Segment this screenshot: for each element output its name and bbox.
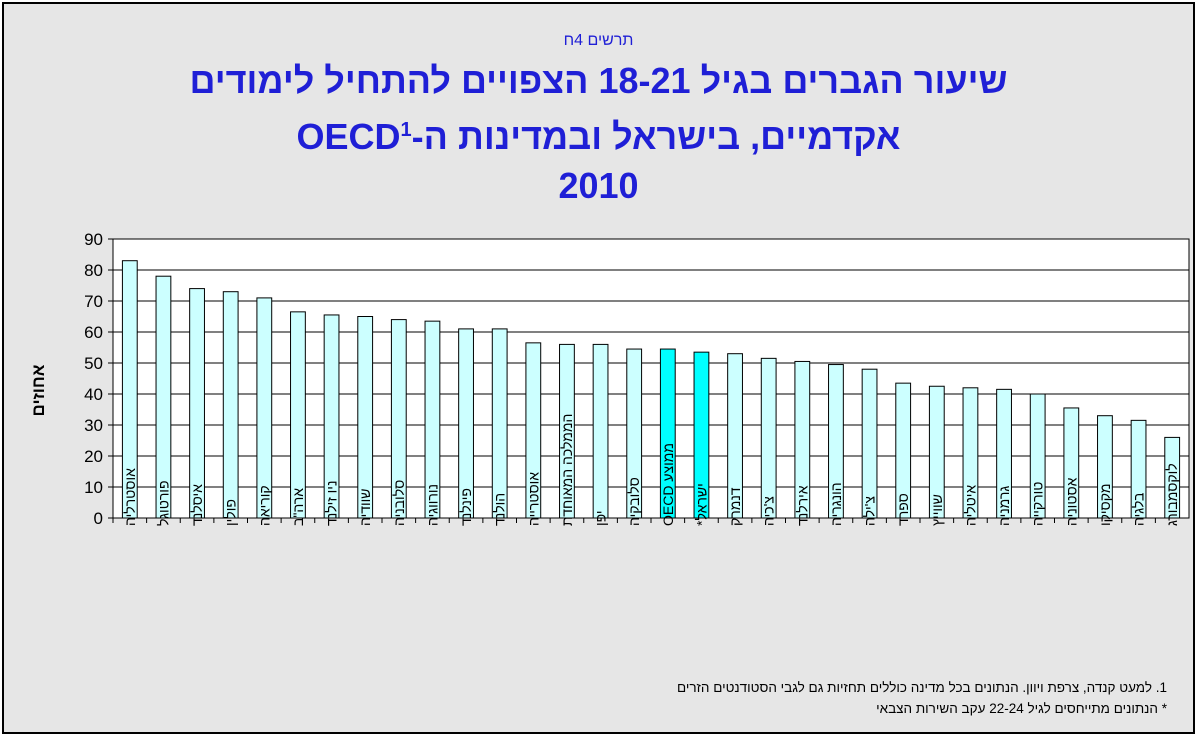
x-tick-label: ניו זילנד: [324, 481, 340, 526]
x-tick-label: נורווגיה: [424, 484, 440, 526]
x-tick-label: צ'ילה: [862, 496, 878, 526]
chart-title-year: 2010: [558, 165, 639, 206]
y-tick-label: 10: [84, 478, 103, 497]
bar: [592, 343, 609, 519]
x-tick-label: לוקסמבורג: [1164, 463, 1180, 526]
x-tick-label: אירלנד: [794, 485, 810, 526]
x-tick-label: ממוצע OECD: [660, 443, 676, 526]
bar: [1063, 407, 1080, 519]
x-tick-label: פינלנד: [458, 488, 474, 526]
bar: [1164, 436, 1181, 519]
y-tick-label: 80: [84, 261, 103, 280]
y-tick-label: 40: [84, 385, 103, 404]
bar: [895, 382, 912, 519]
bar: [996, 388, 1012, 519]
bar: [357, 316, 374, 519]
bar: [1029, 393, 1046, 519]
chart-title-line2-text: אקדמיים, בישראל ובמדינות ה-OECD: [296, 116, 901, 157]
bar: [962, 387, 979, 519]
x-tick-label: הונגריה: [828, 482, 844, 526]
bar: [424, 320, 441, 519]
bar: [559, 343, 575, 519]
bar: [189, 288, 205, 519]
footnote-2: * הנתונים מתייחסים לגיל 22-24 עקב השירות…: [876, 701, 1167, 716]
bar: [121, 260, 138, 519]
figure-label: תרשים 4ח: [563, 32, 634, 49]
bar: [222, 291, 239, 519]
x-tick-label: שוודיה: [357, 489, 373, 526]
y-tick-label: 90: [84, 230, 103, 249]
x-tick-label: דנמרק: [727, 487, 743, 526]
bar: [491, 328, 508, 519]
bar: [794, 360, 811, 519]
x-tick-label: קוריאה: [256, 485, 272, 526]
x-tick-label: פורטוגל: [155, 481, 171, 527]
bar: [390, 319, 407, 519]
chart-title-line2: אקדמיים, בישראל ובמדינות ה-OECD1: [4, 116, 1193, 158]
footnote-1: 1. למעט קנדה, צרפת ויוון. הנתונים בכל מד…: [676, 680, 1167, 695]
bar: [626, 348, 643, 519]
bar: [1130, 419, 1147, 519]
y-tick-label: 50: [84, 354, 103, 373]
x-tick-label: איטליה: [962, 485, 978, 526]
bar: [828, 364, 844, 519]
x-tick-label: פולין: [223, 499, 239, 526]
x-tick-label: יפן: [593, 510, 609, 526]
x-tick-label: הממלכה המאוחדת: [559, 414, 575, 526]
x-tick-label: אוסטרייה: [525, 472, 541, 526]
bar: [256, 297, 273, 519]
y-tick-label: 70: [84, 292, 103, 311]
x-tick-label: מקסיקו: [1097, 484, 1113, 526]
bar: [928, 385, 945, 519]
x-tick-label: צ'כיה: [761, 496, 777, 526]
bar: [727, 353, 743, 519]
y-tick-label: 30: [84, 416, 103, 435]
x-tick-label: הולנד: [492, 493, 508, 526]
x-tick-label: אוסטרליה: [122, 468, 138, 526]
bar: [861, 368, 878, 519]
bar: [458, 328, 474, 519]
bar-chart: 0 10 20 30 40 50 60 70 80 90 אוסטרליה פורטוגל איסלנד…: [29, 230, 1190, 528]
x-tick-label: סלובקיה: [626, 477, 642, 526]
x-tick-label: שווייץ: [929, 494, 945, 526]
y-tick-label: 60: [84, 323, 103, 342]
y-axis-label: אחוזים: [29, 364, 48, 416]
bar: [659, 348, 676, 519]
plot-area: [113, 239, 1189, 518]
x-tick-label: סלובניה: [391, 480, 407, 526]
x-tick-label: אסטוניה: [1063, 477, 1079, 526]
chart-title-line1: שיעור הגברים בגיל 18-21 הצפויים להתחיל ל…: [189, 60, 1008, 101]
x-tick-label: טורקייה: [1030, 482, 1046, 526]
x-tick-label: ארה"ב: [290, 488, 306, 526]
bar: [290, 311, 306, 519]
title-footnote-marker: 1: [400, 119, 412, 141]
y-tick-label: 0: [94, 509, 103, 528]
x-tick-label: ספרד: [895, 493, 911, 526]
x-tick-label: איסלנד: [189, 484, 205, 526]
bar: [760, 357, 777, 519]
x-tick-label: גרמניה: [996, 486, 1012, 526]
bar: [323, 314, 340, 519]
bar: [693, 351, 710, 519]
x-tick-label: ישראל*: [693, 483, 709, 526]
y-tick-label: 20: [84, 447, 103, 466]
bar: [155, 275, 172, 519]
bar: [1097, 415, 1113, 519]
x-tick-label: בלגיה: [1131, 493, 1147, 526]
bar: [525, 342, 542, 519]
